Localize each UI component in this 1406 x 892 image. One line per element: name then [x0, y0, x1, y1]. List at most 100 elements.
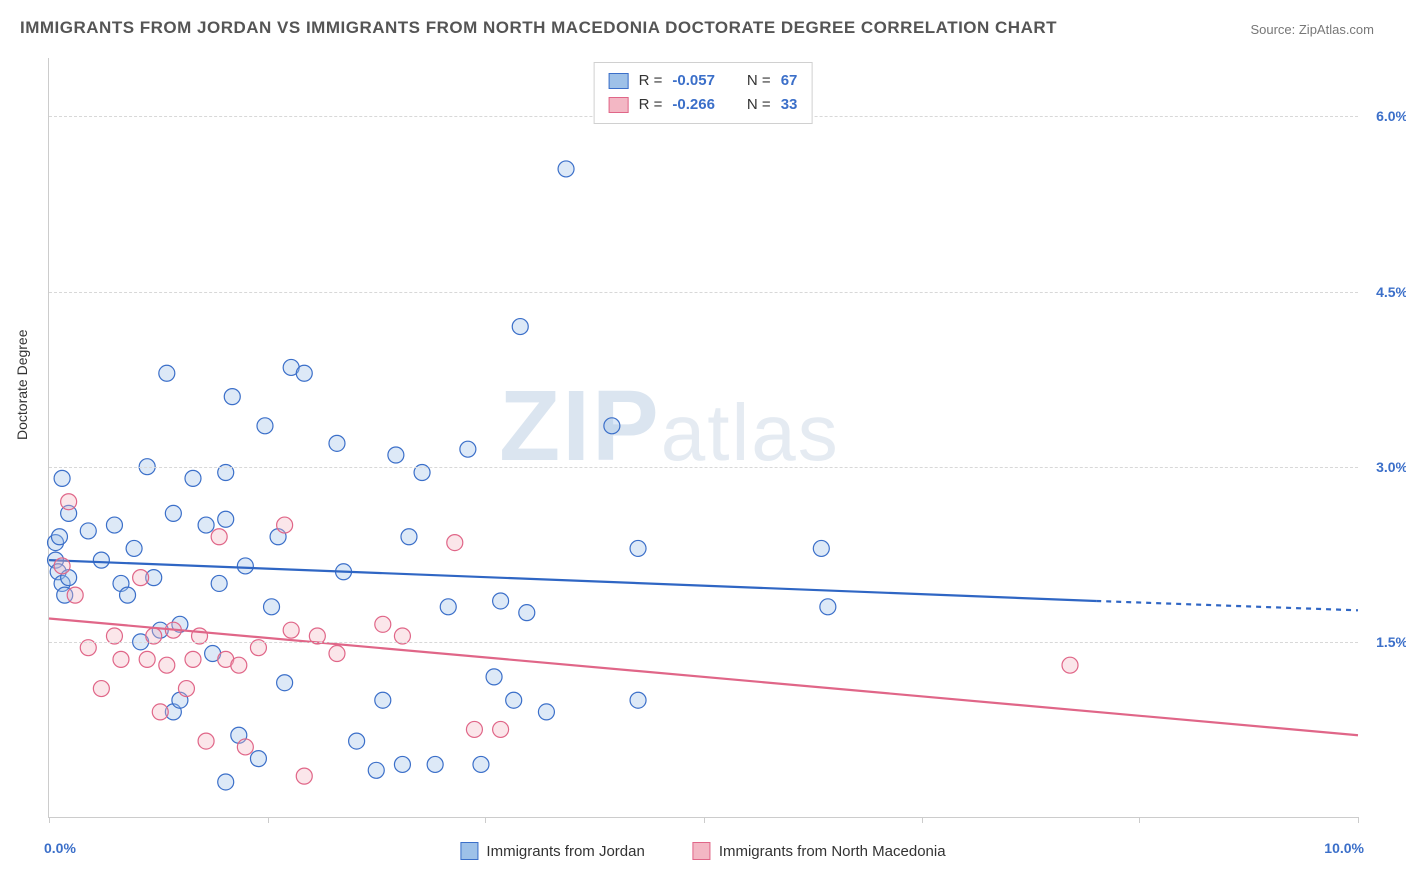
data-point — [178, 681, 194, 697]
data-point — [519, 605, 535, 621]
legend-label: Immigrants from North Macedonia — [719, 843, 946, 860]
data-point — [159, 365, 175, 381]
data-point — [460, 441, 476, 457]
source-prefix: Source: — [1250, 22, 1298, 37]
r-value: -0.266 — [672, 93, 715, 117]
data-point — [218, 774, 234, 790]
data-point — [165, 505, 181, 521]
data-point — [630, 692, 646, 708]
data-point — [368, 762, 384, 778]
data-point — [185, 651, 201, 667]
grid-line — [49, 292, 1358, 293]
data-point — [820, 599, 836, 615]
grid-line — [49, 467, 1358, 468]
data-point — [198, 733, 214, 749]
data-point — [54, 470, 70, 486]
data-point — [506, 692, 522, 708]
plot-area: ZIPatlas 1.5%3.0%4.5%6.0% — [48, 58, 1358, 818]
data-point — [329, 646, 345, 662]
data-point — [493, 593, 509, 609]
data-point — [120, 587, 136, 603]
data-point — [394, 756, 410, 772]
data-point — [296, 768, 312, 784]
n-label: N = — [747, 69, 771, 93]
data-point — [80, 523, 96, 539]
chart-title: IMMIGRANTS FROM JORDAN VS IMMIGRANTS FRO… — [20, 18, 1057, 38]
x-tick — [49, 817, 50, 823]
data-point — [159, 657, 175, 673]
legend-item: Immigrants from Jordan — [460, 842, 644, 860]
data-point — [185, 470, 201, 486]
r-label: R = — [639, 93, 663, 117]
y-tick-label: 6.0% — [1364, 108, 1406, 124]
x-tick — [485, 817, 486, 823]
data-point — [113, 651, 129, 667]
data-point — [604, 418, 620, 434]
data-point — [1062, 657, 1078, 673]
legend-item: Immigrants from North Macedonia — [693, 842, 946, 860]
x-tick — [922, 817, 923, 823]
series-legend: Immigrants from Jordan Immigrants from No… — [460, 842, 945, 860]
data-point — [538, 704, 554, 720]
legend-stat-row: R =-0.266N =33 — [609, 93, 798, 117]
legend-label: Immigrants from Jordan — [486, 843, 644, 860]
chart-svg — [49, 58, 1358, 817]
data-point — [93, 681, 109, 697]
r-value: -0.057 — [672, 69, 715, 93]
data-point — [139, 651, 155, 667]
data-point — [401, 529, 417, 545]
data-point — [329, 435, 345, 451]
data-point — [237, 739, 253, 755]
legend-swatch — [609, 97, 629, 113]
r-label: R = — [639, 69, 663, 93]
y-tick-label: 4.5% — [1364, 284, 1406, 300]
data-point — [237, 558, 253, 574]
data-point — [277, 675, 293, 691]
data-point — [54, 558, 70, 574]
data-point — [106, 517, 122, 533]
x-tick — [704, 817, 705, 823]
data-point — [264, 599, 280, 615]
n-value: 33 — [781, 93, 798, 117]
data-point — [388, 447, 404, 463]
legend-swatch — [609, 73, 629, 89]
data-point — [512, 319, 528, 335]
data-point — [447, 535, 463, 551]
data-point — [61, 494, 77, 510]
grid-line — [49, 642, 1358, 643]
data-point — [427, 756, 443, 772]
data-point — [126, 540, 142, 556]
data-point — [375, 616, 391, 632]
data-point — [211, 575, 227, 591]
data-point — [296, 365, 312, 381]
data-point — [224, 389, 240, 405]
x-tick — [1358, 817, 1359, 823]
y-axis-label: Doctorate Degree — [14, 329, 30, 440]
data-point — [813, 540, 829, 556]
x-tick — [1139, 817, 1140, 823]
n-value: 67 — [781, 69, 798, 93]
data-point — [133, 570, 149, 586]
x-axis-max-label: 10.0% — [1324, 840, 1364, 856]
source-value: ZipAtlas.com — [1299, 22, 1374, 37]
data-point — [231, 657, 247, 673]
data-point — [466, 721, 482, 737]
trend-line — [49, 560, 1096, 601]
legend-stat-row: R = -0.057 N = 67 — [609, 69, 798, 93]
legend-swatch — [460, 842, 478, 860]
data-point — [218, 511, 234, 527]
data-point — [67, 587, 83, 603]
data-point — [486, 669, 502, 685]
data-point — [198, 517, 214, 533]
correlation-legend: R = -0.057 N = 67R = -0.266 N = 33 — [594, 62, 813, 124]
data-point — [440, 599, 456, 615]
data-point — [152, 704, 168, 720]
x-axis-min-label: 0.0% — [44, 840, 76, 856]
data-point — [93, 552, 109, 568]
x-tick — [268, 817, 269, 823]
trend-line-extrapolated — [1096, 601, 1358, 610]
data-point — [283, 622, 299, 638]
data-point — [375, 692, 391, 708]
data-point — [349, 733, 365, 749]
data-point — [211, 529, 227, 545]
